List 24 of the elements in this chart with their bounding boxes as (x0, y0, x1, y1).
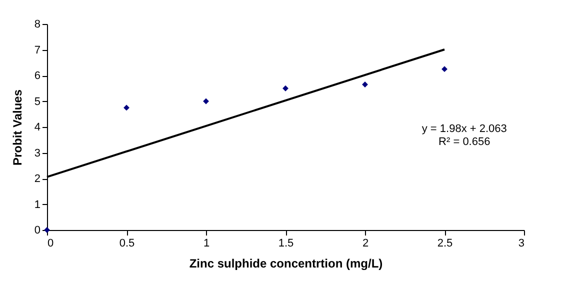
x-axis-title: Zinc sulphide concentrtion (mg/L) (189, 256, 383, 270)
y-tick-label: 8 (34, 18, 40, 30)
x-tick-label: 2 (362, 238, 369, 250)
y-tick-label: 2 (34, 173, 40, 185)
y-tick-label: 4 (34, 122, 40, 134)
annotation: R² = 0.656 (438, 136, 490, 148)
point (442, 66, 448, 72)
x-tick-label: 0.5 (119, 238, 135, 250)
x-tick-label: 1 (203, 238, 210, 250)
x-tick-label: 3 (518, 238, 524, 250)
y-tick-label: 5 (34, 96, 40, 108)
y-tick-label: 3 (34, 147, 40, 160)
x-tick-label: 1.5 (278, 238, 294, 250)
x-tick-label: 2.5 (437, 238, 453, 250)
y-tick-label: 7 (34, 44, 40, 56)
point (124, 104, 130, 111)
y-tick-label: 6 (34, 70, 40, 82)
x-tick-label: 0 (48, 238, 54, 250)
y-tick-label: 1 (34, 198, 40, 211)
point (203, 98, 209, 104)
y-tick-label: 0 (34, 224, 40, 236)
y-axis-title: Probit Values (10, 89, 24, 166)
annotation: y = 1.98x + 2.063 (422, 123, 507, 136)
point (282, 85, 288, 92)
